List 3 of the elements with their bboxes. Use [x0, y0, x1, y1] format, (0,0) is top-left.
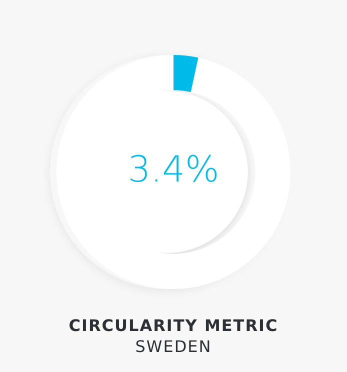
text: CIRCULARITY METRIC — [68, 316, 280, 335]
data-label: 3.4% — [128, 149, 220, 190]
text: SWEDEN — [134, 337, 213, 356]
